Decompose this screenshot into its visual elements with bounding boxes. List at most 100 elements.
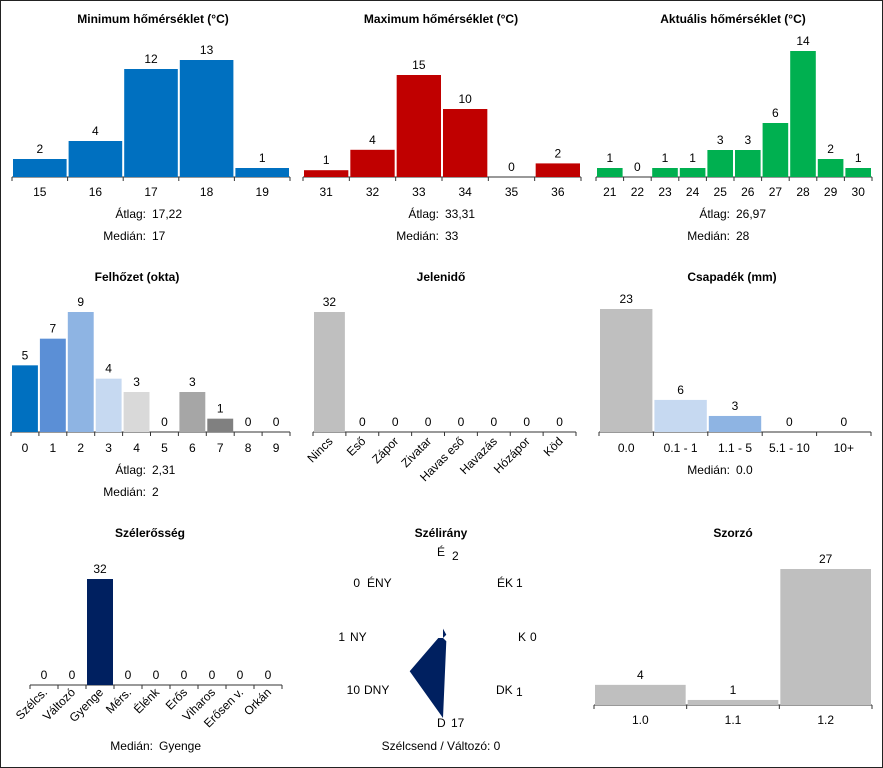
bar <box>790 51 816 177</box>
data-label: 0 <box>41 668 48 682</box>
data-label: 4 <box>637 668 644 682</box>
data-label: 0 <box>634 160 641 174</box>
category-label: Hózápor <box>491 434 533 476</box>
data-label: 2 <box>827 142 834 156</box>
stat-value: 2,31 <box>152 463 176 477</box>
category-label: 29 <box>824 185 838 199</box>
category-label: Eső <box>344 434 369 459</box>
bar <box>735 150 761 177</box>
category-label: 27 <box>769 185 783 199</box>
category-label: 19 <box>256 185 270 199</box>
data-label: 3 <box>744 133 751 147</box>
data-label: 14 <box>796 34 810 48</box>
data-label: 23 <box>620 292 634 306</box>
stat-label: Medián: <box>110 739 153 753</box>
category-label: 36 <box>551 185 565 199</box>
stat-label: Medián: <box>396 229 439 243</box>
chart-title: Jelenidő <box>417 270 466 284</box>
category-label: 24 <box>686 185 700 199</box>
category-label: 30 <box>852 185 866 199</box>
category-label: 1.1 <box>725 713 742 727</box>
stat-value: 17 <box>152 229 166 243</box>
bar <box>780 569 871 705</box>
category-label: 1.1 - 5 <box>718 441 752 455</box>
data-label: 0 <box>265 668 272 682</box>
category-label: 35 <box>505 185 519 199</box>
chart-title: Szélerősség <box>115 526 185 540</box>
data-label: 0 <box>161 415 168 429</box>
category-label: 5.1 - 10 <box>769 441 810 455</box>
chart-wind: Szélerősség0Szélcs.0Változó32Gyenge0Mérs… <box>13 526 283 753</box>
bar <box>350 149 395 177</box>
data-label: 0 <box>69 668 76 682</box>
bar <box>597 168 623 177</box>
stat-value: Gyenge <box>159 739 201 753</box>
direction-value: 1 <box>516 685 523 699</box>
chart-max: Maximum hőmérséklet (°C) 1 31 4 32 15 33 10 34 0 3… <box>302 12 582 243</box>
category-label: 8 <box>245 441 252 455</box>
bar <box>535 163 580 177</box>
data-label: 1 <box>259 151 266 165</box>
data-label: 3 <box>133 375 140 389</box>
category-label: 3 <box>105 441 112 455</box>
chart-title: Minimum hőmérséklet (°C) <box>77 12 229 26</box>
category-label: 9 <box>273 441 280 455</box>
category-label: 2 <box>77 441 84 455</box>
category-label: 31 <box>319 185 333 199</box>
data-label: 0 <box>556 415 563 429</box>
category-label: Zápor <box>369 434 401 466</box>
bar <box>95 378 122 432</box>
category-label: 0.1 - 1 <box>664 441 698 455</box>
bar <box>687 699 779 705</box>
bar <box>595 684 686 705</box>
chart-pres: Jelenidő32Nincs0Eső0Zápor0Zivatar0Havas … <box>304 270 577 484</box>
bar <box>123 392 150 432</box>
category-label: Nincs <box>304 434 335 465</box>
chart-title: Aktuális hőmérséklet (°C) <box>660 12 806 26</box>
direction-value: 0 <box>353 576 360 590</box>
data-label: 1 <box>730 683 737 697</box>
data-label: 9 <box>77 295 84 309</box>
category-label: Élénk <box>130 684 163 717</box>
bar <box>207 418 234 432</box>
stat-value: 33 <box>445 229 459 243</box>
data-label: 3 <box>717 133 724 147</box>
data-label: 1 <box>689 151 696 165</box>
bar <box>68 141 123 177</box>
data-label: 0 <box>153 668 160 682</box>
category-label: 1.0 <box>632 713 649 727</box>
data-label: 5 <box>22 348 29 362</box>
data-label: 0 <box>181 668 188 682</box>
category-label: Köd <box>541 434 566 459</box>
data-label: 1 <box>323 153 330 167</box>
data-label: 4 <box>92 124 99 138</box>
data-label: 0 <box>273 415 280 429</box>
category-label: 0 <box>22 441 29 455</box>
bar <box>179 392 206 432</box>
data-label: 6 <box>772 106 779 120</box>
wind-rose-footer: Szélcsend / Változó: 0 <box>382 739 501 753</box>
data-label: 0 <box>490 415 497 429</box>
bar <box>396 75 441 177</box>
category-label: 4 <box>133 441 140 455</box>
bar <box>179 60 234 177</box>
category-label: 23 <box>658 185 672 199</box>
stat-label: Medián: <box>103 485 146 499</box>
bar <box>67 312 94 432</box>
data-label: 13 <box>200 43 214 57</box>
data-label: 0 <box>458 415 465 429</box>
stat-label: Átlag: <box>408 206 439 221</box>
data-label: 27 <box>819 552 833 566</box>
category-label: 28 <box>796 185 810 199</box>
data-label: 0 <box>245 415 252 429</box>
bar <box>13 159 67 177</box>
bar <box>654 399 707 432</box>
data-label: 0 <box>392 415 399 429</box>
bar <box>652 168 678 177</box>
bar <box>707 150 733 177</box>
category-label: 10+ <box>834 441 854 455</box>
wind-rose-shape <box>409 628 447 718</box>
stat-label: Medián: <box>103 229 146 243</box>
data-label: 2 <box>36 142 43 156</box>
